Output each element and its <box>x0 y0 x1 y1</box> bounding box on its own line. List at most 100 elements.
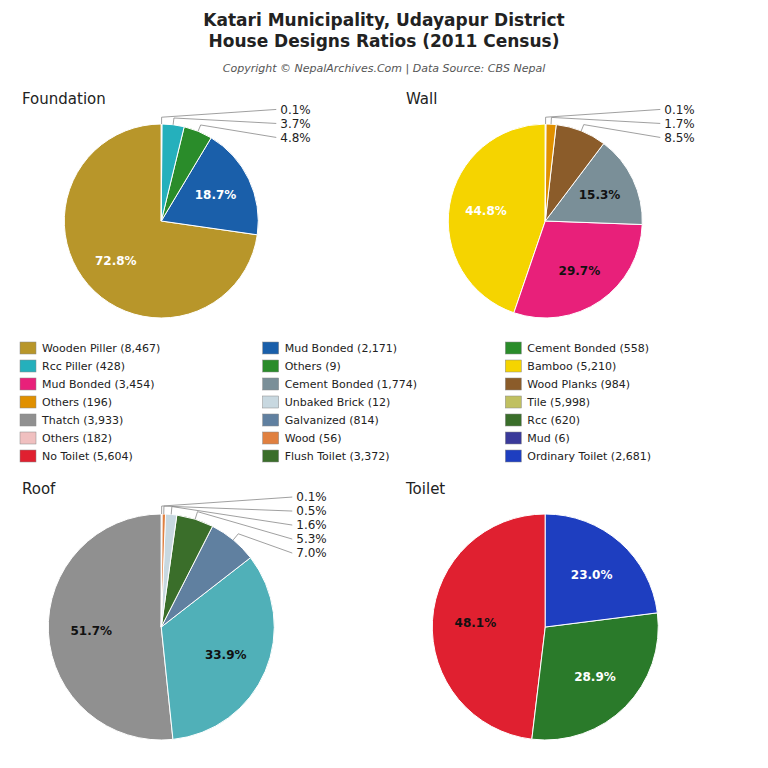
pie-slice <box>161 514 177 627</box>
legend-item: Tile (5,998) <box>505 396 590 409</box>
legend-item: Rcc Piller (428) <box>20 360 125 373</box>
legend-label: Mud Bonded (3,454) <box>42 378 155 391</box>
leader-line <box>198 125 276 137</box>
chart-subtitle: Copyright © NepalArchives.Com | Data Sou… <box>223 62 545 75</box>
legend-swatch <box>505 450 521 462</box>
pie-panel: Roof51.7%33.9%0.1%0.5%1.6%5.3%7.0% <box>22 480 327 740</box>
pie: 44.8%29.7%15.3%0.1%1.7%8.5% <box>448 103 695 318</box>
legend-label: Wood (56) <box>285 432 342 445</box>
pie-slice <box>48 514 173 740</box>
data-label: 0.1% <box>296 490 327 504</box>
leader-line <box>173 118 276 125</box>
legend-swatch <box>263 360 279 372</box>
data-label: 15.3% <box>579 188 621 202</box>
data-label: 5.3% <box>296 532 327 546</box>
pie: 72.8%18.7%0.1%3.7%4.8% <box>64 103 310 318</box>
leader-line <box>162 497 293 514</box>
legend-label: Tile (5,998) <box>526 396 590 409</box>
legend-item: Wood Planks (984) <box>505 378 630 391</box>
data-label: 29.7% <box>559 264 601 278</box>
pie-slice <box>161 124 184 221</box>
legend-label: Wooden Piller (8,467) <box>42 342 160 355</box>
legend-swatch <box>263 450 279 462</box>
pie-slice <box>545 124 547 221</box>
pie-slice <box>514 221 642 318</box>
data-label: 8.5% <box>664 131 695 145</box>
legend-swatch <box>505 396 521 408</box>
legend-item: Others (196) <box>20 396 112 409</box>
legend-swatch <box>263 414 279 426</box>
legend-swatch <box>263 396 279 408</box>
legend-swatch <box>505 342 521 354</box>
legend-label: No Toilet (5,604) <box>42 450 133 463</box>
pie-slice <box>161 515 212 627</box>
legend-item: Others (182) <box>20 432 112 445</box>
pie-slice <box>161 124 163 221</box>
data-labels: 72.8%18.7%0.1%3.7%4.8% <box>95 103 311 268</box>
legend-swatch <box>20 450 36 462</box>
legend-item: Flush Toilet (3,372) <box>263 450 390 463</box>
chart-title-line: House Designs Ratios (2011 Census) <box>209 31 560 51</box>
legend-swatch <box>505 432 521 444</box>
data-label: 3.7% <box>280 117 311 131</box>
data-label: 1.6% <box>296 518 327 532</box>
slices <box>64 124 258 318</box>
legend-swatch <box>20 414 36 426</box>
legend-item: No Toilet (5,604) <box>20 450 133 463</box>
data-labels: 44.8%29.7%15.3%0.1%1.7%8.5% <box>465 103 695 278</box>
leader-line <box>195 512 292 539</box>
legend-label: Cement Bonded (558) <box>527 342 649 355</box>
legend-swatch <box>20 396 36 408</box>
legend-item: Mud Bonded (2,171) <box>263 342 398 355</box>
legend-item: Bamboo (5,210) <box>505 360 616 373</box>
legend-swatch <box>20 360 36 372</box>
pie-title: Foundation <box>22 90 106 108</box>
legend-swatch <box>505 378 521 390</box>
chart-title: Katari Municipality, Udayapur DistrictHo… <box>203 10 564 51</box>
legend-label: Ordinary Toilet (2,681) <box>527 450 651 463</box>
legend-label: Rcc (620) <box>527 414 580 427</box>
data-label: 1.7% <box>664 117 695 131</box>
legend-swatch <box>20 342 36 354</box>
legend-item: Cement Bonded (1,774) <box>263 378 417 391</box>
legend-item: Rcc (620) <box>505 414 580 427</box>
data-label: 33.9% <box>205 648 247 662</box>
legend-item: Thatch (3,933) <box>20 414 123 427</box>
legend-item: Others (9) <box>263 360 341 373</box>
pie-title: Roof <box>22 480 56 498</box>
data-label: 51.7% <box>70 624 112 638</box>
legend-label: Bamboo (5,210) <box>527 360 616 373</box>
pie-slice <box>545 125 603 221</box>
legend-label: Rcc Piller (428) <box>42 360 125 373</box>
legend-item: Galvanized (814) <box>263 414 379 427</box>
pie-panel: Foundation72.8%18.7%0.1%3.7%4.8% <box>22 90 311 318</box>
legend-label: Others (9) <box>285 360 341 373</box>
pie-slice <box>161 514 165 627</box>
slices <box>48 514 274 740</box>
pie-slice <box>545 124 556 221</box>
leader-line <box>546 109 661 124</box>
data-label: 44.8% <box>465 204 507 218</box>
data-labels: 51.7%33.9%0.1%0.5%1.6%5.3%7.0% <box>70 490 326 661</box>
pie-slice <box>161 514 163 627</box>
pie-title: Wall <box>406 90 437 108</box>
legend-label: Flush Toilet (3,372) <box>285 450 390 463</box>
slices <box>448 124 642 318</box>
pie-title: Toilet <box>405 480 445 498</box>
data-label: 0.1% <box>280 103 311 117</box>
legend-label: Others (196) <box>42 396 112 409</box>
chart-canvas: Katari Municipality, Udayapur DistrictHo… <box>0 0 768 768</box>
legend-swatch <box>263 432 279 444</box>
leader-line <box>164 506 293 514</box>
slices <box>432 514 658 740</box>
legend-swatch <box>505 360 521 372</box>
legend-swatch <box>505 414 521 426</box>
legend-item: Cement Bonded (558) <box>505 342 649 355</box>
legend-swatch <box>20 432 36 444</box>
leader-line <box>233 534 292 553</box>
legend-swatch <box>263 378 279 390</box>
legend-swatch <box>20 378 36 390</box>
pie-panel: Toilet48.1%28.9%23.0% <box>405 480 658 740</box>
data-label: 48.1% <box>455 616 497 630</box>
legend-label: Thatch (3,933) <box>41 414 123 427</box>
